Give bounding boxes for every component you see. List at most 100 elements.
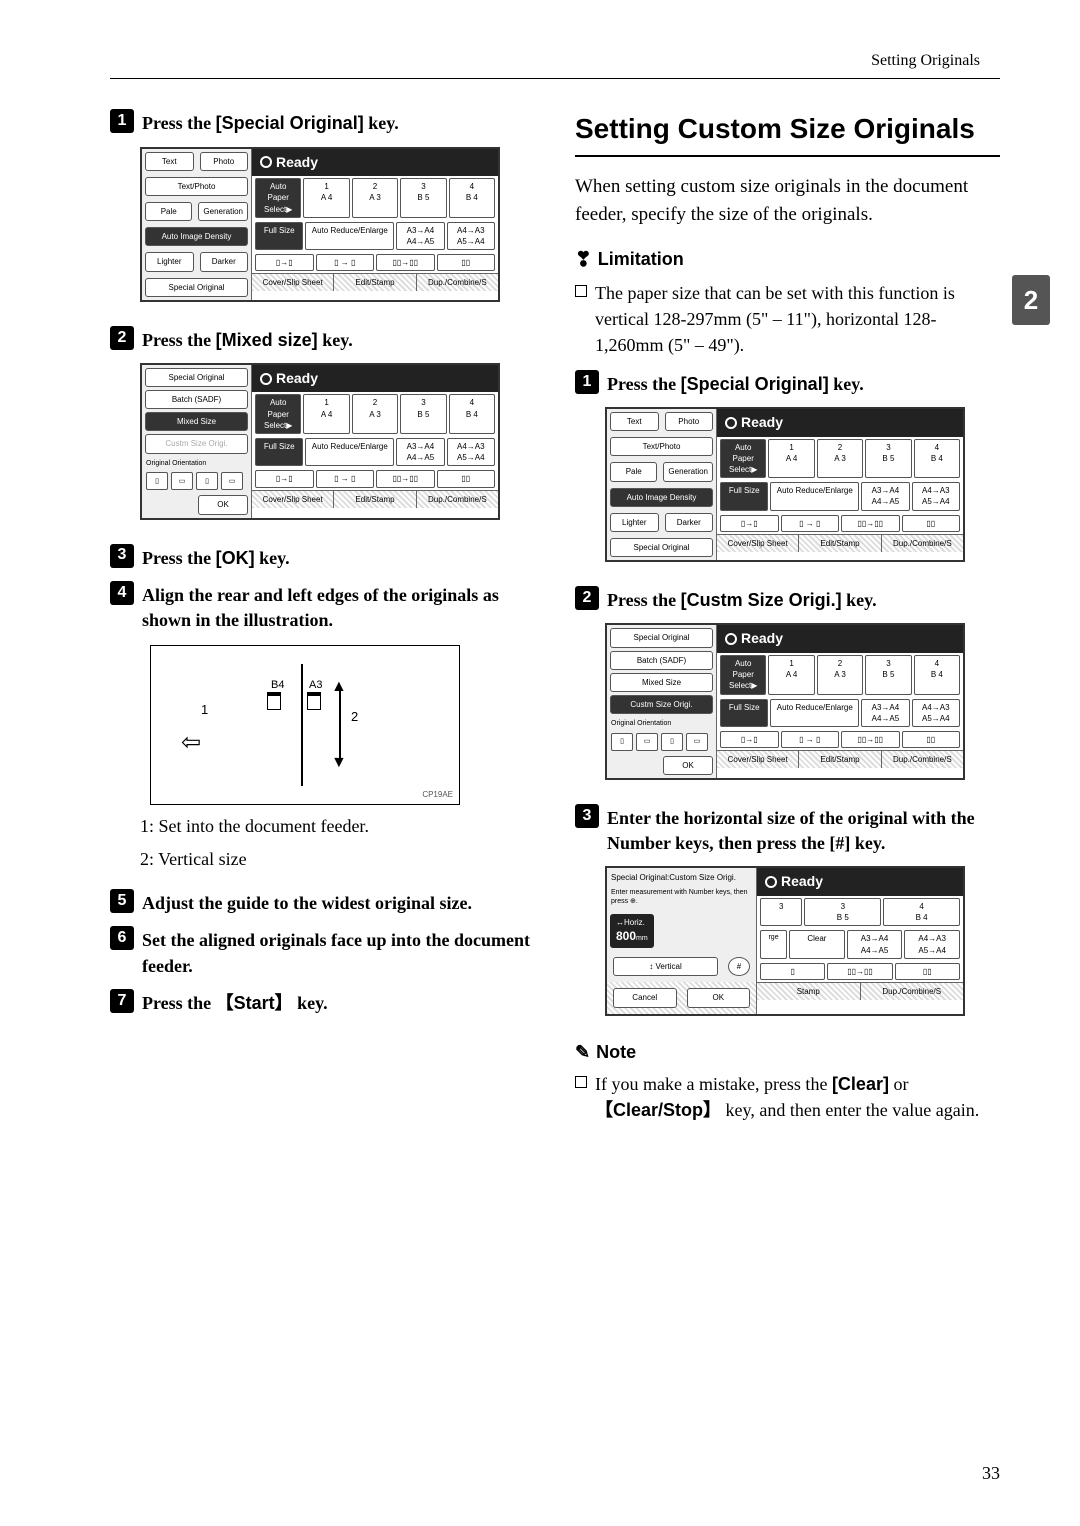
step-2: 2 Press the [Mixed size] key. — [110, 326, 535, 353]
tab: Edit/Stamp — [334, 491, 416, 508]
t: key. — [829, 374, 864, 394]
btn: Text/Photo — [610, 437, 713, 456]
step-number-icon: 1 — [575, 370, 599, 394]
key-label: [Custm Size Origi.] — [681, 590, 842, 610]
step-text: Set the aligned originals face up into t… — [142, 926, 535, 978]
btn: Lighter — [145, 252, 194, 271]
t: key, and then enter the value again. — [721, 1100, 979, 1120]
limitation-label: Limitation — [598, 247, 684, 272]
chapter-side-tab: 2 — [1012, 275, 1050, 325]
ready-label: Ready — [741, 413, 783, 433]
lcd-screenshot: TextPhoto Text/Photo PaleGeneration Auto… — [140, 147, 500, 302]
tab: Dup./Combine/S — [417, 491, 498, 508]
tab: Dup./Combine/S — [882, 535, 963, 552]
tab: Cover/Slip Sheet — [252, 274, 334, 291]
lbl: Special Original:Custom Size Origi. — [607, 868, 756, 887]
limitation-text: The paper size that can be set with this… — [595, 280, 1000, 358]
step-number-icon: 2 — [575, 586, 599, 610]
btn: Text/Photo — [145, 177, 248, 196]
step-5: 5 Adjust the guide to the widest origina… — [110, 889, 535, 916]
lbl: Special Original — [145, 368, 248, 387]
btn: Generation — [663, 462, 713, 481]
t: Press the — [142, 548, 216, 568]
tab: Edit/Stamp — [799, 535, 881, 552]
ok-button: OK — [663, 756, 713, 775]
t: key. — [293, 993, 328, 1013]
note-label: Note — [596, 1040, 636, 1065]
btn: Auto Reduce/Enlarge — [770, 482, 859, 510]
page-icon — [307, 692, 321, 710]
btn: Special Original — [610, 538, 713, 557]
tab: Edit/Stamp — [799, 751, 881, 768]
note-bullet: If you make a mistake, press the [Clear]… — [575, 1071, 1000, 1123]
key-label: 【Start】 — [216, 993, 293, 1013]
step-text: Press the [Special Original] key. — [142, 109, 399, 136]
tab: Cover/Slip Sheet — [252, 491, 334, 508]
ratio: A3→A4 A4→A5 — [861, 699, 909, 727]
step-text: Press the 【Start】 key. — [142, 989, 328, 1016]
note-heading: ✎ Note — [575, 1040, 1000, 1065]
illus-label-2: 2 — [351, 708, 358, 726]
btn: Full Size — [720, 482, 768, 510]
step-text: Press the [Custm Size Origi.] key. — [607, 586, 877, 613]
t: key. — [842, 590, 877, 610]
step-number-icon: 3 — [575, 804, 599, 828]
caption-line: 2: Vertical size — [140, 846, 535, 873]
arrow-left-icon: ⇦ — [181, 726, 201, 760]
btn: Auto Reduce/Enlarge — [305, 222, 394, 250]
key-label: [Special Original] — [216, 113, 364, 133]
ok-button: OK — [687, 988, 751, 1007]
v-line — [339, 688, 341, 758]
lbl: Enter measurement with Number keys, then… — [607, 888, 756, 912]
ratio: A4→A3 A5→A4 — [447, 438, 495, 466]
step-number-icon: 7 — [110, 989, 134, 1013]
btn: Pale — [145, 202, 192, 221]
ready-label: Ready — [741, 629, 783, 649]
t: Press the — [142, 993, 216, 1013]
btn: Batch (SADF) — [145, 390, 248, 409]
t: Press the — [142, 113, 216, 133]
btn: Custm Size Origi. — [145, 434, 248, 453]
t: Press the — [607, 590, 681, 610]
dup-icon: ▯▯→▯▯ — [376, 254, 435, 271]
r-step-2: 2 Press the [Custm Size Origi.] key. — [575, 586, 1000, 613]
unit: mm — [636, 935, 648, 942]
ratio: A3→A4 A4→A5 — [396, 438, 444, 466]
step-number-icon: 4 — [110, 581, 134, 605]
lbl: Original Orientation — [607, 717, 716, 731]
caption-line: 1: Set into the document feeder. — [140, 813, 535, 840]
left-column: 1 Press the [Special Original] key. Text… — [110, 109, 535, 1135]
btn: Mixed Size — [610, 673, 713, 692]
t: or — [889, 1074, 909, 1094]
ratio: A4→A3 A5→A4 — [447, 222, 495, 250]
tray: 4B 4 — [449, 178, 495, 218]
btn: Photo — [200, 152, 249, 171]
dup-icon: ▯▯ — [437, 254, 496, 271]
btn: Special Original — [145, 278, 248, 297]
dup-icon: ▯→▯ — [255, 254, 314, 271]
btn: Auto Reduce/Enlarge — [305, 438, 394, 466]
orientation-row: ▯▭▯▭ — [142, 470, 251, 492]
t: key. — [318, 330, 353, 350]
tab: Dup./Combine/S — [417, 274, 498, 291]
tab: Dup./Combine/S — [861, 983, 964, 1000]
illus-label-1: 1 — [201, 701, 208, 719]
page-icon — [267, 692, 281, 710]
btn: Pale — [610, 462, 657, 481]
note-icon: ✎ — [575, 1040, 590, 1065]
ready-label: Ready — [781, 872, 823, 892]
tray: 3B 5 — [400, 178, 446, 218]
ratio: A4→A3 A5→A4 — [904, 930, 960, 958]
ratio: A4→A3 A5→A4 — [912, 699, 960, 727]
two-column-layout: 1 Press the [Special Original] key. Text… — [110, 109, 1000, 1135]
lcd-screenshot: Special Original Batch (SADF) Mixed Size… — [605, 623, 965, 780]
limitation-bullet: The paper size that can be set with this… — [575, 280, 1000, 358]
btn: Auto Image Density — [610, 488, 713, 507]
lcd-screenshot: TextPhoto Text/Photo PaleGeneration Auto… — [605, 407, 965, 562]
step-number-icon: 3 — [110, 544, 134, 568]
btn: Auto Image Density — [145, 227, 248, 246]
btn: Mixed Size — [145, 412, 248, 431]
t: key. — [255, 548, 290, 568]
btn: Darker — [200, 252, 249, 271]
key-label: [OK] — [216, 548, 255, 568]
